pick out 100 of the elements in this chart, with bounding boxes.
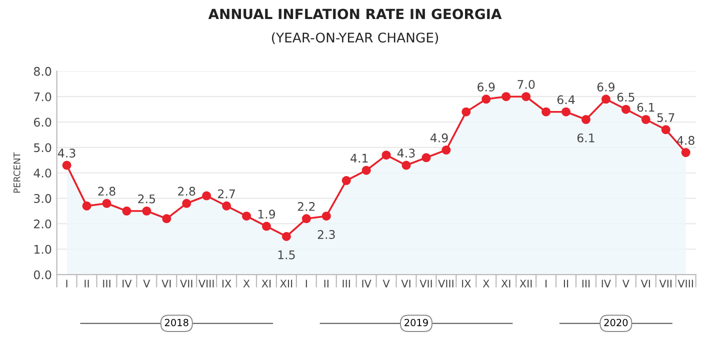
x-tick-label: II	[564, 280, 568, 288]
text: 2020	[604, 318, 628, 326]
point	[462, 107, 471, 116]
x-tick-label: X	[482, 280, 490, 288]
data-label: 6.4	[557, 95, 575, 104]
point	[542, 107, 551, 116]
data-label: 7.0	[518, 80, 535, 89]
point	[342, 176, 351, 186]
data-label: 4.8	[677, 136, 694, 145]
point	[82, 201, 92, 210]
chart-title: ANNUAL INFLATION RATE IN GEORGIA	[208, 8, 502, 20]
x-tick-label: V	[622, 280, 630, 288]
x-tick-label: II	[84, 280, 89, 288]
y-axis-title: PERCENT	[13, 152, 20, 193]
x-tick-label: VI	[162, 280, 171, 288]
data-label: 2.2	[298, 202, 315, 211]
x-tick-label: VIII	[198, 280, 214, 288]
point	[302, 214, 311, 224]
point	[482, 94, 491, 104]
y-tick-label: 7.0	[34, 92, 52, 102]
point	[182, 198, 192, 208]
x-tick-label: III	[342, 280, 350, 288]
data-label: 6.5	[617, 92, 634, 102]
x-tick-label: IV	[122, 280, 132, 288]
data-label: 4.3	[58, 148, 76, 158]
x-tick-label: VII	[180, 280, 192, 288]
point	[581, 114, 590, 124]
data-label: 6.9	[478, 82, 495, 92]
x-tick-label: I	[66, 280, 68, 288]
y-tick-label: 5.0	[34, 143, 52, 152]
y-tick-label: 3.0	[34, 194, 52, 203]
point	[561, 107, 571, 116]
x-tick-label: VI	[640, 280, 650, 288]
data-label: 6.1	[577, 133, 594, 142]
x-tick-label: III	[582, 280, 590, 288]
x-tick-label: I	[546, 280, 547, 288]
point	[621, 104, 630, 114]
point	[162, 214, 172, 224]
point	[222, 201, 232, 210]
x-tick-label: V	[143, 280, 150, 288]
data-label: 2.7	[218, 189, 235, 198]
data-label: 2.5	[138, 194, 156, 204]
y-tick-label: 8.0	[34, 66, 52, 76]
point	[142, 206, 152, 216]
y-tick-label: 6.0	[34, 118, 52, 127]
point	[382, 150, 391, 160]
point	[202, 191, 212, 200]
x-tick-label: VIII	[678, 280, 693, 288]
x-tick-label: IV	[362, 280, 372, 288]
x-tick-label: XII	[520, 280, 532, 288]
data-label: 1.5	[278, 250, 295, 260]
point	[522, 92, 531, 102]
point	[282, 232, 291, 241]
chart-subtitle: (YEAR-ON-YEAR CHANGE)	[272, 32, 438, 44]
x-tick-label: V	[382, 280, 390, 288]
text: 2018	[164, 318, 188, 326]
point	[62, 160, 72, 170]
x-tick-label: II	[324, 280, 328, 288]
point	[362, 166, 371, 175]
y-tick-label: 1.0	[34, 244, 52, 254]
text: 2019	[404, 318, 428, 326]
x-tick-label: VI	[401, 280, 410, 288]
point	[442, 145, 451, 155]
point	[502, 92, 511, 102]
data-label: 6.9	[597, 82, 614, 92]
x-tick-label: VII	[659, 280, 672, 288]
y-tick-label: 2.0	[34, 219, 52, 228]
data-label: 2.8	[178, 186, 196, 196]
x-tick-label: VIII	[438, 280, 454, 288]
point	[262, 222, 271, 231]
data-label: 4.1	[350, 154, 368, 162]
x-tick-label: VII	[420, 280, 432, 288]
x-tick-label: X	[243, 280, 250, 288]
point	[661, 125, 670, 134]
point	[322, 212, 331, 221]
data-label: 5.7	[657, 113, 674, 122]
data-label: 2.8	[98, 186, 116, 196]
x-tick-label: IV	[602, 280, 611, 288]
y-tick-label: 0.0	[34, 270, 52, 280]
point	[102, 198, 112, 208]
point	[641, 114, 650, 124]
data-label: 1.9	[258, 210, 276, 219]
point	[242, 212, 252, 221]
x-tick-label: III	[103, 280, 110, 288]
x-tick-label: IX	[462, 280, 471, 288]
data-label: 2.3	[318, 230, 335, 239]
y-tick-label: 4.0	[34, 168, 52, 178]
data-label: 4.3	[397, 148, 415, 158]
point	[422, 153, 431, 162]
x-tick-label: I	[306, 280, 307, 288]
x-tick-label: IX	[222, 280, 232, 288]
data-label: 6.1	[637, 102, 654, 112]
point	[601, 94, 610, 104]
data-label: 4.9	[430, 133, 448, 142]
point	[402, 160, 411, 170]
point	[122, 206, 132, 216]
x-tick-label: XI	[501, 280, 510, 288]
x-tick-label: XII	[280, 280, 292, 288]
point	[681, 148, 690, 158]
x-tick-label: XI	[262, 280, 271, 288]
